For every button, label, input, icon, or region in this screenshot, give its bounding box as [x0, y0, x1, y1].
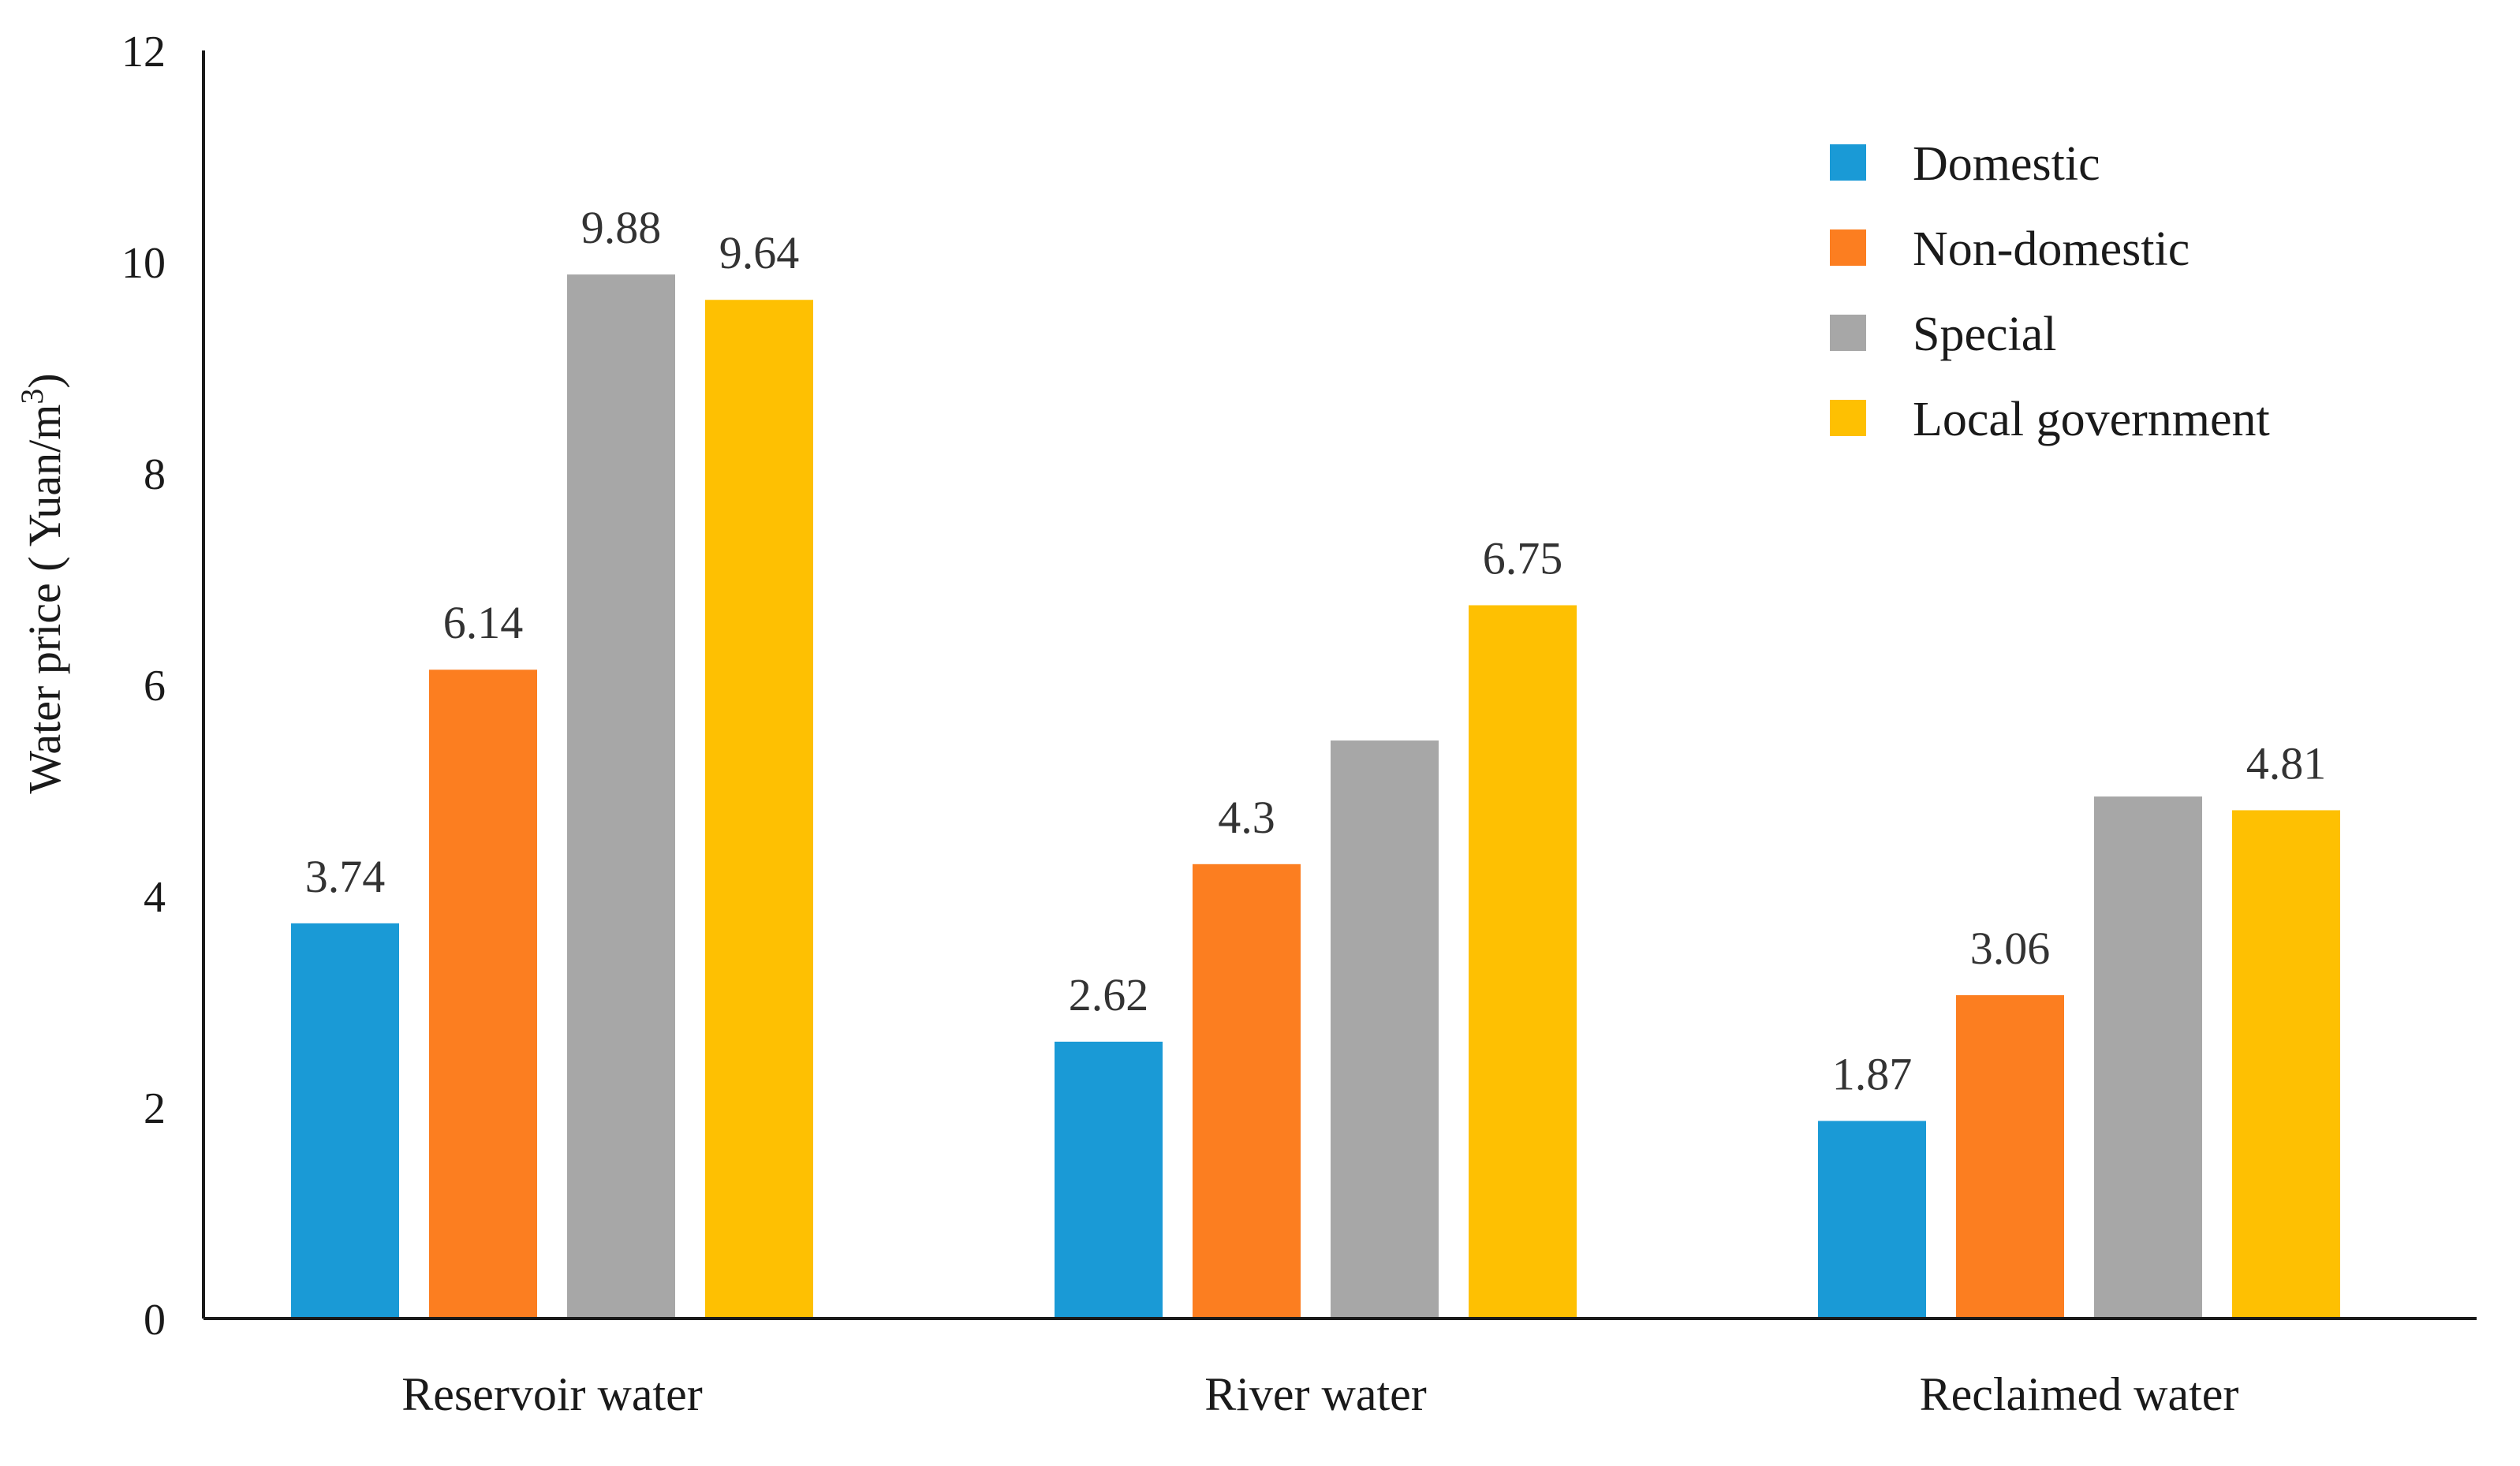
legend-label: Non-domestic	[1913, 222, 2190, 276]
bar-special-2	[1331, 740, 1439, 1319]
data-label: 6.75	[1483, 533, 1563, 584]
y-axis-title: Water price ( Yuan/m3)	[14, 373, 70, 793]
bar-non-domestic-1	[429, 670, 537, 1319]
data-label: 6.14	[443, 597, 524, 648]
x-category-label: Reservoir water	[401, 1368, 703, 1420]
y-tick-label: 8	[144, 450, 166, 499]
y-tick-label: 12	[121, 28, 166, 76]
data-label: 2.62	[1069, 969, 1149, 1020]
x-category-label: River water	[1204, 1368, 1427, 1420]
legend-swatch	[1830, 315, 1866, 351]
legend-swatch	[1830, 400, 1866, 436]
data-label: 3.74	[305, 851, 386, 902]
bar-special-1	[567, 274, 675, 1319]
bars	[291, 274, 2340, 1319]
x-category-label: Reclaimed water	[1920, 1368, 2239, 1420]
bar-non-domestic-2	[1193, 864, 1301, 1319]
y-axis-ticks: 0 2 4 6 8 10 12	[121, 28, 166, 1345]
bar-local-government-3	[2232, 810, 2340, 1319]
data-label: 1.87	[1832, 1048, 1913, 1099]
y-tick-label: 4	[144, 873, 166, 922]
legend-label: Special	[1913, 308, 2057, 361]
bar-local-government-2	[1469, 605, 1577, 1319]
bar-domestic-1	[291, 923, 399, 1319]
data-label: 9.88	[581, 202, 662, 253]
legend: Domestic Non-domestic Special Local governm…	[1830, 137, 2270, 446]
category-labels: Reservoir water River water Reclaimed wate…	[401, 1368, 2238, 1420]
data-label: 3.06	[1970, 923, 2051, 974]
legend-swatch	[1830, 229, 1866, 266]
bar-domestic-2	[1055, 1041, 1163, 1319]
data-label: 9.64	[719, 227, 800, 278]
data-label: 4.81	[2246, 737, 2327, 789]
legend-label: Local government	[1913, 393, 2270, 446]
y-tick-label: 2	[144, 1084, 166, 1133]
legend-swatch	[1830, 144, 1866, 181]
y-tick-label: 0	[144, 1296, 166, 1345]
y-tick-label: 10	[121, 239, 166, 288]
bar-special-3	[2094, 796, 2202, 1319]
legend-label: Domestic	[1913, 137, 2100, 191]
bar-domestic-3	[1818, 1121, 1926, 1319]
bar-local-government-1	[705, 300, 813, 1319]
y-tick-label: 6	[144, 662, 166, 711]
data-labels: 3.74 2.62 1.87 6.14 4.3 3.06 9.88 9.64 6.75 4.81	[305, 202, 2327, 1099]
bar-non-domestic-3	[1956, 994, 2064, 1319]
data-label: 4.3	[1218, 792, 1275, 843]
